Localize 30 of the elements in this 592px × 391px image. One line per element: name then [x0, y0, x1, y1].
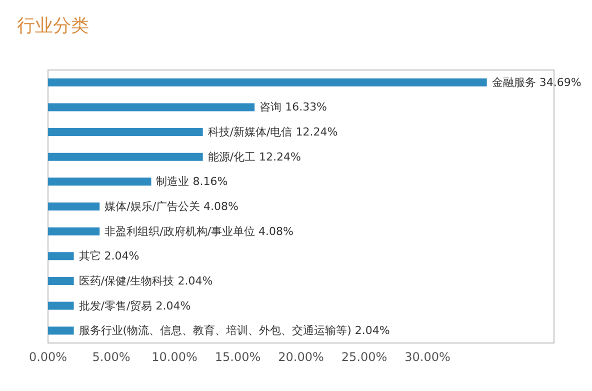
category-label: 媒体/娱乐/广告公关 4.08% — [104, 200, 238, 213]
category-label: 能源/化工 12.24% — [208, 150, 301, 164]
bar — [48, 276, 74, 285]
x-tick-label: 20.00% — [278, 350, 324, 364]
bar — [48, 326, 74, 335]
x-tick-label: 25.00% — [341, 350, 388, 364]
category-label: 服务行业(物流、信息、教育、培训、外包、交通运输等) 2.04% — [78, 324, 390, 338]
bar — [48, 103, 255, 112]
x-tick-label: 5.00% — [92, 350, 130, 364]
category-label: 科技/新媒体/电信 12.24% — [208, 126, 338, 139]
bar — [48, 302, 74, 310]
category-label: 咨询 16.33% — [260, 100, 328, 114]
category-label: 金融服务 34.69% — [492, 76, 582, 89]
category-label: 非盈利组织/政府机构/事业单位 4.08% — [104, 224, 294, 238]
category-label: 医药/保健/生物科技 2.04% — [78, 274, 213, 288]
x-tick-label: 15.00% — [214, 350, 261, 364]
x-tick-label: 30.00% — [404, 350, 450, 364]
bar — [48, 128, 203, 136]
bar — [48, 78, 487, 86]
x-tick-label: 10.00% — [152, 350, 198, 364]
bar — [48, 202, 100, 210]
category-label: 其它 2.04% — [78, 250, 140, 263]
bar — [48, 152, 203, 161]
bar — [48, 178, 152, 186]
x-tick-label: 0.00% — [28, 350, 68, 364]
category-label: 批发/零售/贸易 2.04% — [78, 299, 191, 312]
bar — [48, 252, 74, 260]
category-label: 制造业 8.16% — [156, 175, 228, 188]
bar — [48, 227, 100, 236]
chart-title: 行业分类 — [17, 16, 89, 36]
